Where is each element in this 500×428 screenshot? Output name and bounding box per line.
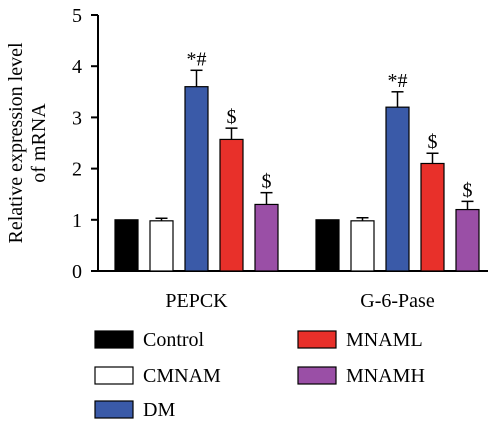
legend-swatch: [94, 400, 134, 419]
bar: [219, 138, 244, 272]
bar: [350, 220, 375, 272]
legend: Control CMNAM DM MNAML MNAMH: [94, 329, 425, 421]
bar: [420, 162, 445, 272]
significance-mark: *#: [388, 70, 408, 92]
bar: [114, 219, 139, 272]
bar: [315, 219, 340, 272]
y-axis-label-line-1: Relative expression level: [5, 42, 27, 243]
bar: [149, 220, 174, 272]
legend-label: DM: [143, 399, 175, 421]
significance-mark: *#: [187, 48, 207, 70]
legend-label: MNAMH: [346, 365, 425, 387]
bars: [114, 86, 480, 272]
legend-swatch: [297, 366, 337, 385]
legend-swatch: [94, 366, 134, 385]
error-bars: [155, 69, 474, 221]
bar: [455, 208, 480, 272]
bar: [184, 86, 209, 272]
legend-label: CMNAM: [143, 365, 221, 387]
y-tick-label: 2: [72, 159, 82, 181]
y-axis-label: Relative expression level of mRNA: [5, 42, 50, 243]
y-tick-label: 1: [72, 210, 82, 232]
legend-swatch: [297, 330, 337, 349]
y-ticks: 0 1 2 3 4 5: [72, 5, 98, 283]
y-tick-label: 5: [72, 5, 82, 27]
bar: [385, 106, 410, 272]
legend-label: Control: [143, 329, 205, 351]
y-tick-label: 4: [72, 56, 82, 78]
significance-mark: $: [463, 179, 473, 201]
y-axis-label-line-2: of mRNA: [28, 103, 50, 183]
significance-mark: $: [428, 131, 438, 153]
y-tick-label: 0: [72, 261, 82, 283]
significance-mark: $: [227, 106, 237, 128]
significance-marks: *# $ $ *# $ $: [187, 48, 473, 201]
significance-mark: $: [262, 171, 272, 193]
legend-swatch: [94, 330, 134, 349]
x-tick-label: PEPCK: [165, 290, 228, 312]
y-tick-label: 3: [72, 107, 82, 129]
legend-label: MNAML: [346, 329, 423, 351]
bar: [254, 203, 279, 272]
x-tick-labels: PEPCK G-6-Pase: [165, 290, 434, 312]
x-tick-label: G-6-Pase: [360, 290, 435, 312]
